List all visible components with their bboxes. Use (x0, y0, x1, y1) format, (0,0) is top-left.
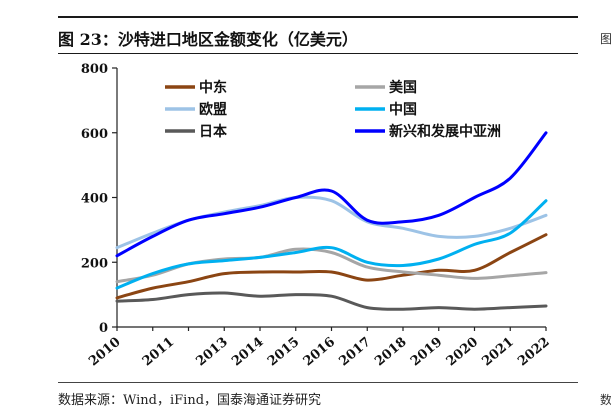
chart-title: 图 23：沙特进口地区金额变化（亿美元） (58, 30, 358, 49)
x-tick-label: 2018 (372, 335, 409, 370)
series-line-6 (115, 131, 548, 258)
source-note: 数据来源：Wind，iFind，国泰海通证券研究 (58, 393, 322, 408)
x-tick-label: 2010 (86, 335, 123, 370)
x-tick-label: 2017 (336, 335, 373, 370)
x-tick-label: 2014 (229, 335, 266, 370)
x-tick-label: 2015 (265, 335, 302, 370)
right-cut-text-top: 图 (600, 32, 611, 46)
x-tick-label: 2022 (515, 335, 552, 370)
y-tick-label: 0 (99, 321, 108, 336)
x-tick-label: 2021 (479, 335, 516, 370)
x-tick-label: 2011 (140, 335, 177, 370)
top-rule (58, 16, 578, 18)
source-rule (58, 382, 578, 383)
title-rule (58, 53, 578, 54)
y-tick-label: 800 (81, 62, 108, 77)
x-tick-label: 2020 (444, 335, 481, 370)
x-tick-label: 2013 (193, 335, 230, 370)
legend-label: 日本 (199, 123, 228, 140)
series-line-1 (115, 233, 548, 300)
right-cut-text-bottom: 数 (600, 393, 611, 407)
y-tick-label: 600 (81, 127, 108, 142)
x-tick-label: 2019 (408, 335, 445, 370)
y-tick-label: 200 (81, 256, 108, 271)
legend-label: 中东 (199, 79, 227, 96)
series-line-5 (115, 291, 548, 311)
series-line-4 (115, 199, 548, 290)
legend-label: 欧盟 (199, 101, 227, 118)
legend-label: 美国 (389, 79, 417, 96)
legend-label: 中国 (389, 101, 417, 118)
legend-label: 新兴和发展中亚洲 (389, 123, 501, 140)
x-tick-label: 2016 (301, 335, 338, 370)
y-tick-label: 400 (81, 192, 108, 207)
